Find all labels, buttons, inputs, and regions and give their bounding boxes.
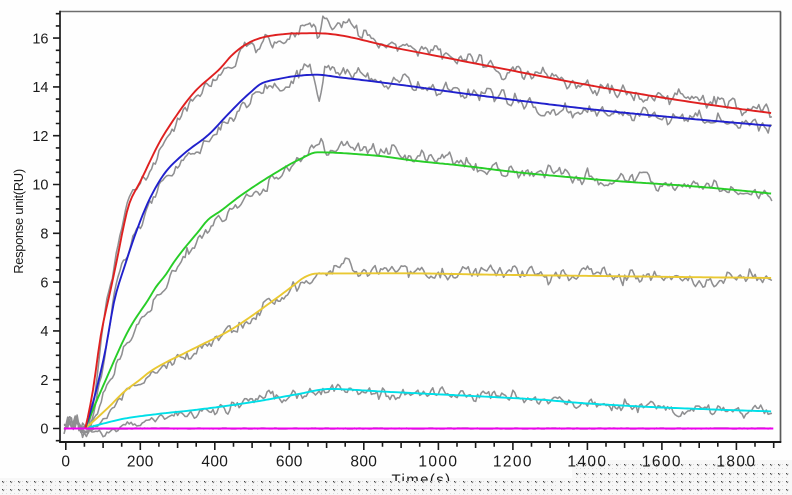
svg-text:800: 800 bbox=[350, 454, 377, 471]
svg-text:200: 200 bbox=[127, 454, 154, 471]
svg-text:0: 0 bbox=[61, 454, 70, 471]
svg-text:400: 400 bbox=[201, 454, 228, 471]
svg-text:Response unit(RU): Response unit(RU) bbox=[11, 169, 26, 274]
svg-text:16: 16 bbox=[32, 31, 48, 47]
svg-text:6: 6 bbox=[40, 275, 48, 291]
svg-text:10: 10 bbox=[32, 178, 48, 194]
svg-text:1000: 1000 bbox=[418, 454, 458, 471]
svg-text:8: 8 bbox=[40, 227, 48, 243]
svg-text:2: 2 bbox=[40, 373, 48, 389]
svg-text:12: 12 bbox=[32, 129, 48, 145]
svg-text:Time(s): Time(s) bbox=[391, 471, 451, 488]
svg-text:1200: 1200 bbox=[493, 454, 533, 471]
svg-text:0: 0 bbox=[40, 422, 48, 438]
svg-text:600: 600 bbox=[276, 454, 303, 471]
svg-text:1800: 1800 bbox=[716, 454, 756, 471]
svg-text:1400: 1400 bbox=[567, 454, 607, 471]
svg-text:4: 4 bbox=[40, 324, 48, 340]
svg-text:1600: 1600 bbox=[642, 454, 682, 471]
svg-text:14: 14 bbox=[32, 80, 48, 96]
